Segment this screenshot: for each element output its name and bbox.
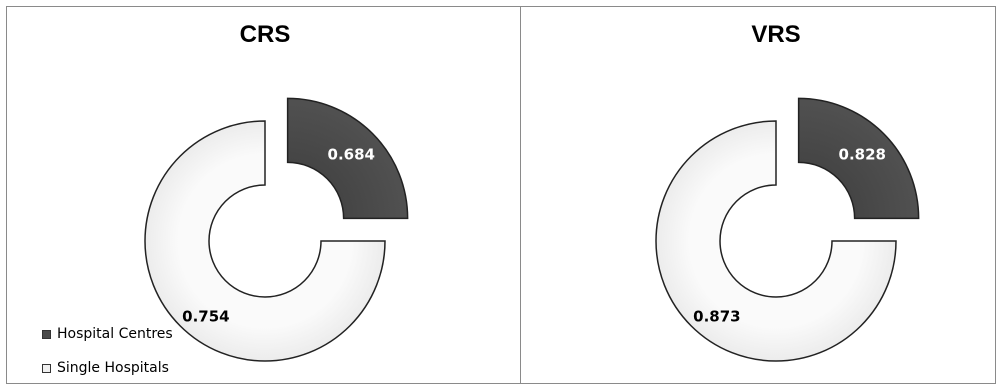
- donut-chart-vrs: VRS 0.828 0.873: [655, 21, 920, 362]
- chart-panel-crs: CRS 0.684 0.754 Hospital Centres Single Ho…: [7, 6, 519, 384]
- data-label-hospital-centres: 0.684: [328, 146, 375, 164]
- slice-hospital-centres: [797, 97, 920, 220]
- data-label-single-hospitals: 0.754: [182, 308, 229, 326]
- data-label-hospital-centres: 0.828: [839, 146, 886, 164]
- legend-swatch-single-hospitals: [42, 363, 51, 373]
- panel-divider: [520, 6, 521, 384]
- legend-label-hospital-centres: Hospital Centres: [57, 326, 173, 342]
- chart-title: VRS: [751, 21, 800, 48]
- legend-item-single-hospitals: Single Hospitals: [42, 358, 173, 378]
- slice-single-hospitals: [655, 120, 897, 362]
- data-label-single-hospitals: 0.873: [693, 308, 740, 326]
- legend-item-hospital-centres: Hospital Centres: [42, 324, 173, 344]
- donut-chart-crs: CRS 0.684 0.754: [144, 21, 409, 362]
- legend-swatch-hospital-centres: [42, 329, 51, 339]
- chart-frame: [6, 6, 996, 384]
- legend-label-single-hospitals: Single Hospitals: [57, 360, 169, 376]
- legend: Hospital Centres Single Hospitals: [42, 324, 173, 392]
- slice-single-hospitals: [144, 120, 386, 362]
- slice-hospital-centres: [286, 97, 409, 220]
- chart-panel-vrs: VRS 0.828 0.873: [521, 6, 995, 384]
- chart-title: CRS: [240, 21, 291, 48]
